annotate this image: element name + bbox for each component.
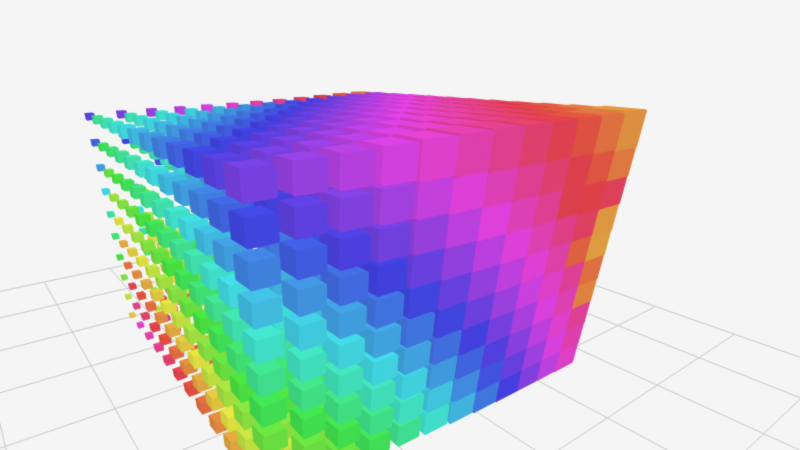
voxel-scene-canvas[interactable] [0,0,800,450]
threejs-viewport [0,0,800,450]
